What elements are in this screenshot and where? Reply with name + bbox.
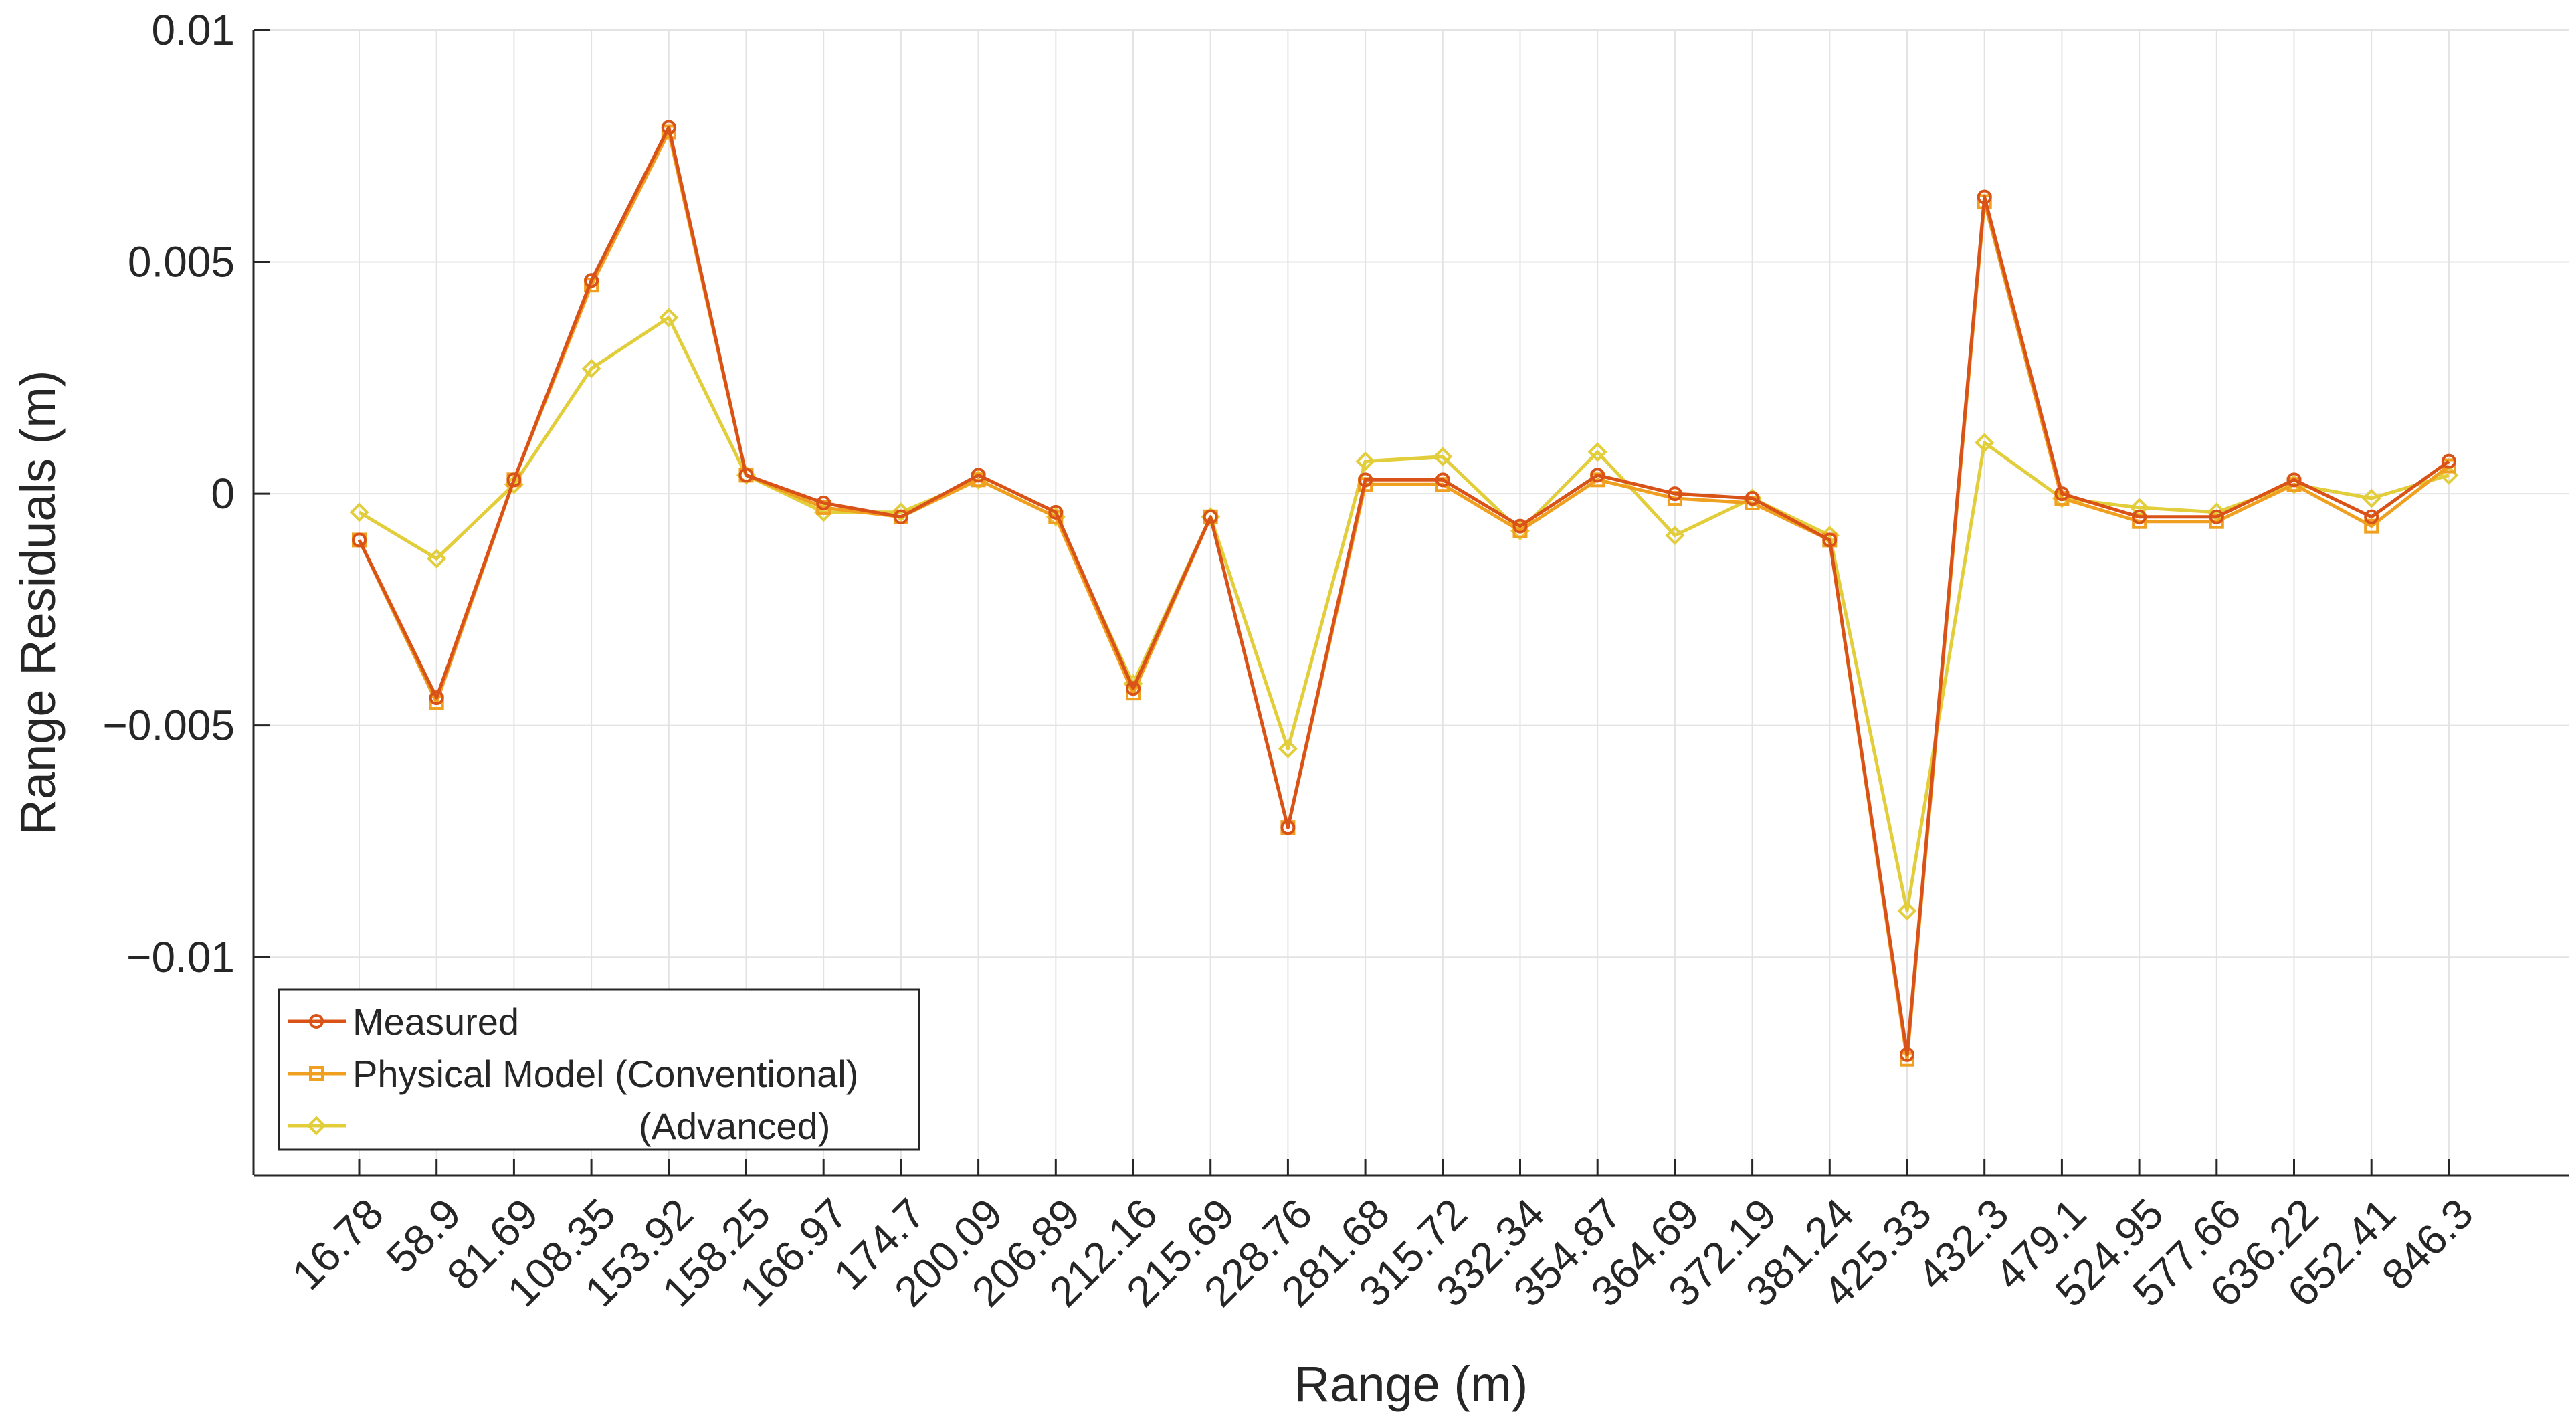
x-tick-label: 16.78 — [283, 1189, 393, 1299]
data-point — [1435, 472, 1450, 488]
plot-area — [254, 30, 2569, 1175]
data-point — [309, 1014, 324, 1029]
data-point — [893, 509, 908, 524]
series-line — [357, 126, 2450, 1057]
grid — [254, 29, 2569, 1175]
data-point — [1126, 681, 1141, 696]
data-point — [506, 472, 522, 488]
series-1 — [352, 120, 2456, 1062]
y-tick-label: −0.005 — [102, 702, 235, 750]
legend-label: Measured — [353, 1001, 519, 1043]
data-point — [1590, 468, 1605, 483]
data-point — [1667, 486, 1682, 502]
data-point — [2364, 518, 2379, 534]
data-point — [1587, 442, 1607, 462]
data-point — [2209, 509, 2224, 524]
data-point — [584, 273, 599, 288]
data-point — [429, 690, 444, 706]
legend-label: Physical Model (Conventional) — [353, 1053, 858, 1095]
data-point — [971, 468, 986, 483]
data-point — [306, 1116, 326, 1136]
data-point — [1512, 518, 1528, 534]
data-point — [1900, 1047, 1914, 1062]
data-point — [2361, 488, 2381, 508]
legend-label: (Advanced) — [639, 1105, 830, 1147]
y-tick-label: 0.01 — [151, 6, 235, 54]
data-point — [2132, 509, 2147, 524]
data-point — [1203, 509, 1218, 524]
data-point — [1665, 525, 1685, 546]
x-axis-label: Range (m) — [1294, 1356, 1528, 1412]
y-tick-label: 0 — [211, 470, 235, 518]
data-point — [2286, 472, 2302, 488]
x-tick-label: 432.3 — [1908, 1189, 2017, 1299]
data-point — [1433, 447, 1453, 467]
data-point — [352, 532, 367, 548]
data-point — [1745, 491, 1760, 506]
data-point — [659, 308, 679, 328]
data-point — [1358, 472, 1373, 488]
data-point — [1355, 451, 1375, 472]
legend: Measured Physical Model (Conventional) (Ad… — [278, 988, 920, 1151]
data-point — [2441, 453, 2456, 469]
data-point — [581, 359, 601, 379]
data-point — [427, 548, 447, 569]
data-point — [738, 468, 754, 483]
y-tick-label: −0.01 — [126, 933, 235, 981]
data-point — [1278, 738, 1298, 758]
data-point — [309, 1066, 324, 1081]
data-point — [1280, 820, 1296, 835]
data-point — [1977, 189, 1992, 205]
data-point — [1048, 504, 1064, 520]
series-line — [358, 316, 2450, 913]
y-tick-label: 0.005 — [128, 238, 235, 286]
y-axis-label: Range Residuals (m) — [10, 370, 66, 835]
data-point — [1822, 532, 1838, 548]
data-point — [1897, 901, 1917, 921]
x-tick-label: 846.3 — [2373, 1189, 2482, 1299]
data-point — [816, 495, 831, 510]
data-point — [2364, 509, 2379, 524]
data-point — [1975, 433, 1995, 453]
legend-box — [278, 988, 920, 1151]
data-point — [2054, 486, 2070, 502]
data-point — [661, 120, 676, 135]
data-point — [349, 502, 369, 522]
